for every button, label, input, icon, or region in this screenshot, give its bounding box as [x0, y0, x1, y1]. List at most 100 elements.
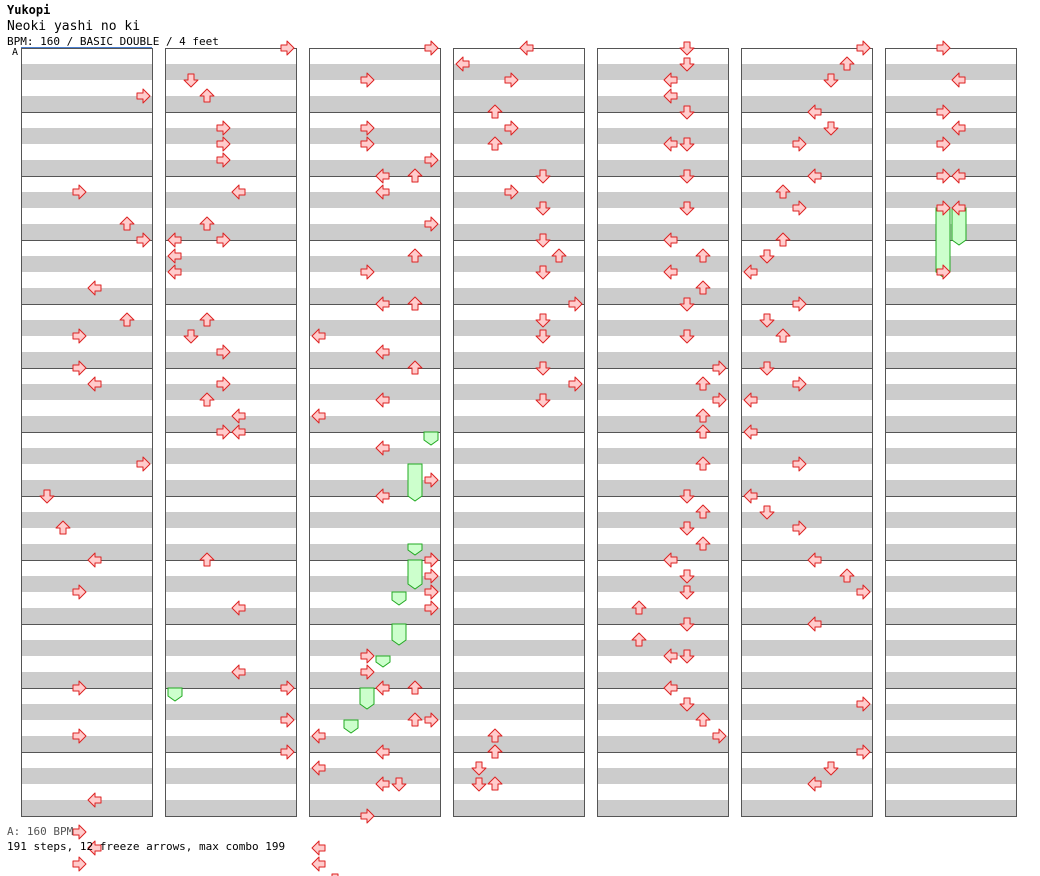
- beat-stripe: [165, 128, 296, 144]
- step-arrow-right: [360, 136, 375, 152]
- step-arrow-right: [280, 680, 295, 696]
- beat-stripe: [21, 544, 152, 560]
- step-arrow-left: [743, 424, 758, 440]
- beat-stripe: [21, 160, 152, 176]
- beat-stripe: [885, 672, 1016, 688]
- step-arrow-right: [712, 728, 727, 744]
- beat-stripe: [741, 128, 872, 144]
- step-arrow-left: [663, 648, 678, 664]
- freeze-arrow: [407, 543, 423, 556]
- step-arrow-right: [280, 744, 295, 760]
- step-arrow-right: [360, 120, 375, 136]
- step-arrow-down: [679, 41, 695, 56]
- beat-stripe: [597, 160, 728, 176]
- beat-stripe: [165, 480, 296, 496]
- beat-stripe: [21, 128, 152, 144]
- step-arrow-down: [679, 105, 695, 120]
- step-arrow-right: [712, 360, 727, 376]
- freeze-arrow: [391, 591, 407, 606]
- step-arrow-right: [72, 824, 87, 840]
- beat-stripe: [309, 64, 440, 80]
- beat-stripe: [309, 672, 440, 688]
- step-arrow-left: [311, 728, 326, 744]
- beat-stripe: [165, 352, 296, 368]
- beat-stripe: [741, 640, 872, 656]
- beat-stripe: [597, 736, 728, 752]
- beat-stripe: [165, 672, 296, 688]
- beat-stripe: [309, 800, 440, 816]
- step-arrow-right: [136, 456, 151, 472]
- freeze-arrow: [391, 623, 407, 646]
- beat-stripe: [453, 256, 584, 272]
- beat-stripe: [741, 736, 872, 752]
- beat-stripe: [597, 640, 728, 656]
- step-arrow-up: [407, 248, 423, 263]
- step-arrow-down: [679, 617, 695, 632]
- beat-stripe: [885, 640, 1016, 656]
- beat-stripe: [885, 544, 1016, 560]
- step-arrow-up: [695, 280, 711, 295]
- beat-stripe: [309, 320, 440, 336]
- step-arrow-right: [792, 376, 807, 392]
- beat-stripe: [597, 544, 728, 560]
- step-arrow-left: [807, 168, 822, 184]
- step-arrow-up: [199, 392, 215, 407]
- beat-stripe: [21, 64, 152, 80]
- step-arrow-left: [375, 296, 390, 312]
- beat-stripe: [741, 768, 872, 784]
- beat-stripe: [597, 672, 728, 688]
- step-arrow-left: [167, 232, 182, 248]
- step-arrow-right: [424, 584, 439, 600]
- beat-stripe: [309, 96, 440, 112]
- beat-stripe: [21, 320, 152, 336]
- step-arrow-right: [424, 40, 439, 56]
- step-arrow-down: [535, 361, 551, 376]
- beat-stripe: [741, 192, 872, 208]
- step-arrow-left: [375, 344, 390, 360]
- song-title: Neoki yashi no ki: [7, 19, 141, 34]
- beat-stripe: [165, 544, 296, 560]
- beat-stripe: [21, 768, 152, 784]
- step-arrow-up: [695, 504, 711, 519]
- beat-stripe: [21, 192, 152, 208]
- step-arrow-right: [424, 568, 439, 584]
- measure-box: [21, 752, 153, 817]
- step-arrow-right: [72, 184, 87, 200]
- step-arrow-left: [375, 488, 390, 504]
- step-arrow-left: [311, 408, 326, 424]
- measure-box: [453, 752, 585, 817]
- beat-stripe: [453, 352, 584, 368]
- step-arrow-up: [407, 168, 423, 183]
- beat-stripe: [597, 96, 728, 112]
- step-arrow-left: [375, 744, 390, 760]
- beat-stripe: [741, 704, 872, 720]
- beat-stripe: [885, 320, 1016, 336]
- beat-stripe: [597, 288, 728, 304]
- step-arrow-right: [568, 296, 583, 312]
- beat-stripe: [165, 256, 296, 272]
- beat-stripe: [885, 384, 1016, 400]
- step-arrow-right: [360, 264, 375, 280]
- step-arrow-down: [759, 361, 775, 376]
- beat-stripe: [885, 480, 1016, 496]
- step-arrow-up: [199, 216, 215, 231]
- step-arrow-right: [792, 520, 807, 536]
- step-arrow-left: [87, 552, 102, 568]
- beat-stripe: [165, 800, 296, 816]
- step-arrow-left: [951, 200, 966, 216]
- beat-stripe: [165, 224, 296, 240]
- beat-stripe: [741, 416, 872, 432]
- step-arrow-right: [936, 168, 951, 184]
- beat-stripe: [21, 672, 152, 688]
- step-arrow-up: [199, 312, 215, 327]
- step-arrow-down: [679, 489, 695, 504]
- beat-stripe: [309, 288, 440, 304]
- step-arrow-down: [39, 489, 55, 504]
- step-arrow-left: [807, 616, 822, 632]
- beat-stripe: [21, 224, 152, 240]
- beat-stripe: [309, 384, 440, 400]
- chart-column: [309, 48, 441, 817]
- beat-stripe: [165, 736, 296, 752]
- beat-stripe: [885, 128, 1016, 144]
- step-arrow-right: [216, 424, 231, 440]
